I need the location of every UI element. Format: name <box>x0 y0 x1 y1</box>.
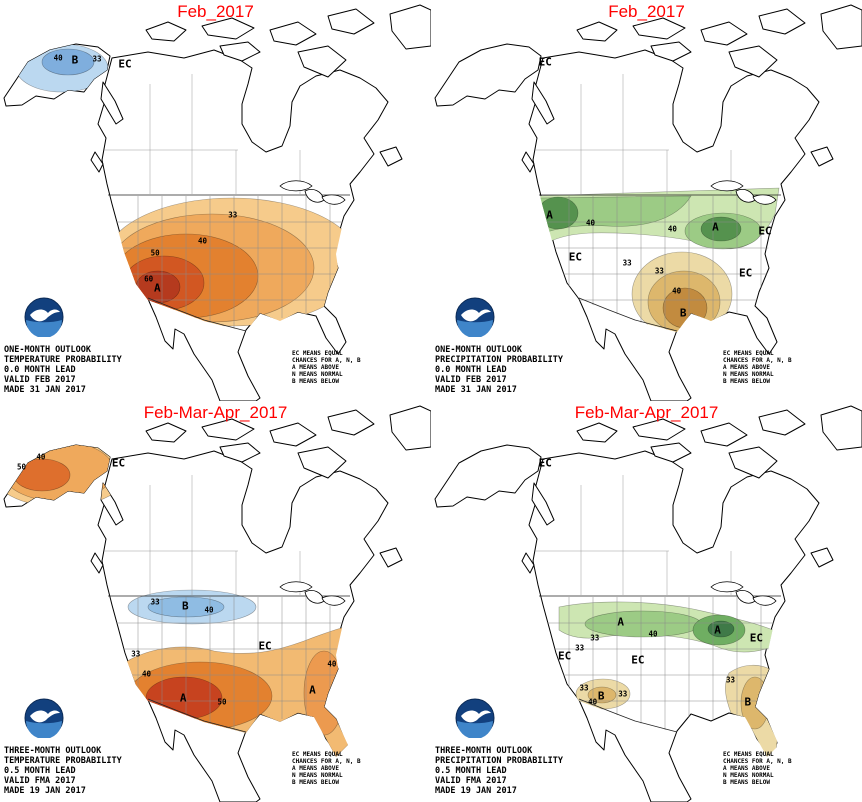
noaa-logo <box>24 698 64 740</box>
legend-text: EC MEANS EQUAL CHANCES FOR A, N, B A MEA… <box>292 350 361 386</box>
above-normal-precipitation-region <box>558 601 774 653</box>
legend-text: EC MEANS EQUAL CHANCES FOR A, N, B A MEA… <box>723 751 792 787</box>
panel-3month-precipitation: Feb-Mar-Apr_2017 EC A 40 33 A EC 33 EC EC 3 <box>431 401 862 802</box>
outlook-info: THREE-MONTH OUTLOOK PRECIPITATION PROBAB… <box>435 746 563 797</box>
legend-text: EC MEANS EQUAL CHANCES FOR A, N, B A MEA… <box>292 751 361 787</box>
panel-1month-precipitation: Feb_2017 EC A 40 40 A EC EC 33 33 EC 40 B <box>431 0 862 401</box>
panel-title: Feb_2017 <box>608 2 685 21</box>
noaa-logo <box>455 698 495 740</box>
above-normal-precipitation-region <box>537 187 780 250</box>
panel-title: Feb_2017 <box>177 2 254 21</box>
noaa-logo <box>455 297 495 339</box>
noaa-logo <box>24 297 64 339</box>
panel-3month-temperature: Feb-Mar-Apr_2017 <box>0 401 431 802</box>
panel-title: Feb-Mar-Apr_2017 <box>143 403 288 422</box>
outlook-info: THREE-MONTH OUTLOOK TEMPERATURE PROBABIL… <box>4 746 122 797</box>
above-normal-temperature-region <box>106 197 358 327</box>
north-america-map <box>434 405 862 802</box>
outlook-info: ONE-MONTH OUTLOOK PRECIPITATION PROBABIL… <box>435 345 563 396</box>
north-america-map <box>3 4 431 401</box>
below-normal-temperature-region <box>127 589 257 625</box>
panel-title: Feb-Mar-Apr_2017 <box>574 403 719 422</box>
legend-text: EC MEANS EQUAL CHANCES FOR A, N, B A MEA… <box>723 350 792 386</box>
panel-1month-temperature: Feb_2017 40 B 33 EC 33 40 50 60 A ONE-MONTH OUTL… <box>0 0 431 401</box>
north-america-map <box>434 4 862 401</box>
below-normal-temperature-region <box>15 44 109 93</box>
outlook-info: ONE-MONTH OUTLOOK TEMPERATURE PROBABILIT… <box>4 345 122 396</box>
north-america-map <box>3 405 431 802</box>
